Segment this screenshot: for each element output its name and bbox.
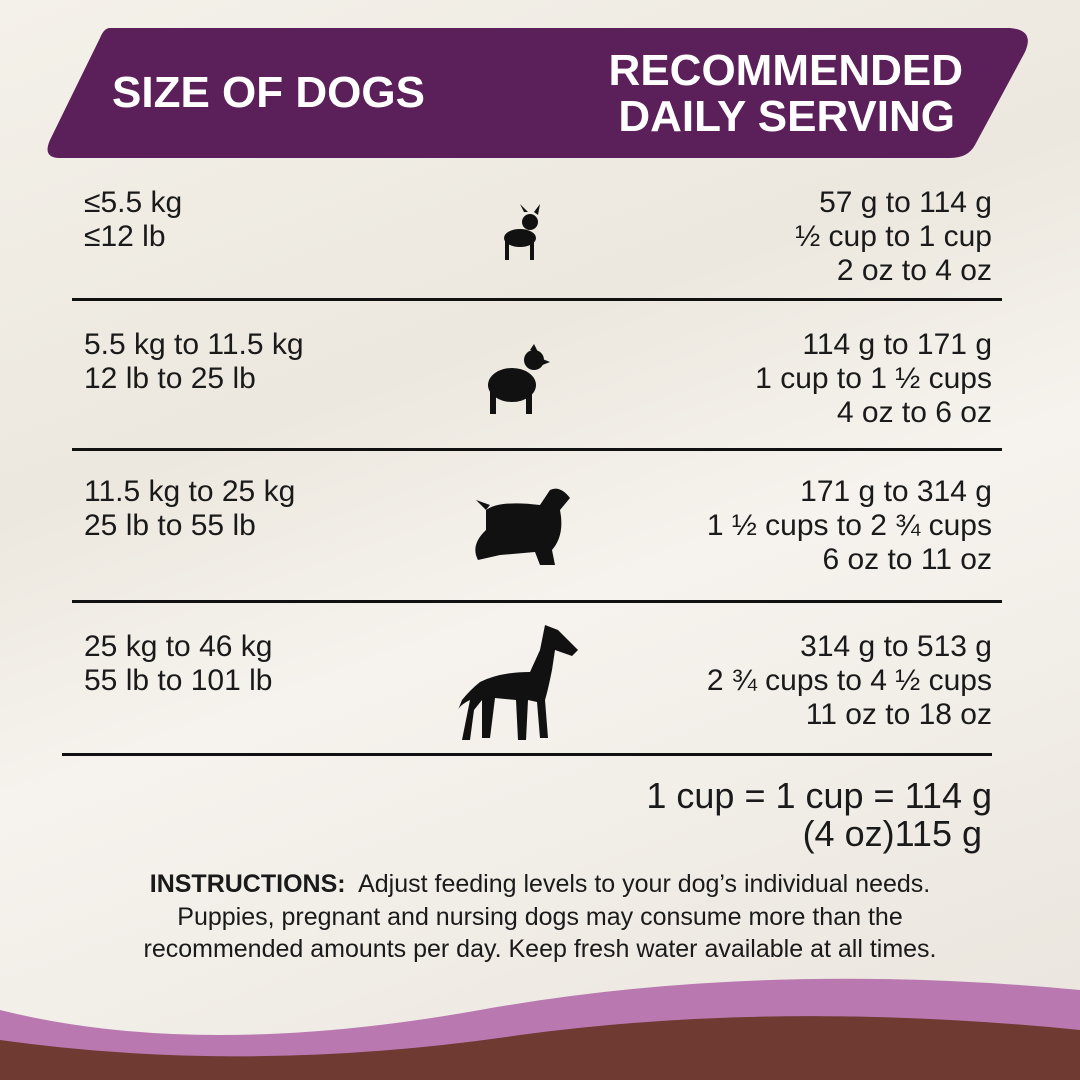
size: 25 kg to 46 kg 55 lb to 101 lb [84,630,272,698]
serving-line: 11 oz to 18 oz [805,698,992,731]
serving-line: 2 ¾ cups to 4 ½ cups [706,664,992,697]
instructions-line: INSTRUCTIONS: Adjust feeding levels to y… [0,868,1080,901]
size-line: ≤5.5 kg [84,186,183,219]
header-right-line: DAILY SERVING [618,92,955,141]
size-line: 11.5 kg to 25 kg [84,475,296,508]
size-line: 55 lb to 101 lb [84,664,273,697]
divider [72,448,1002,451]
dog-icon [475,488,570,565]
size-line: 5.5 kg to 11.5 kg [84,328,304,361]
serving-line: ½ cup to 1 cup [795,220,992,253]
size: ≤5.5 kg ≤12 lb [84,186,182,254]
header-left: SIZE OF DOGS [112,68,425,117]
conversion: 1 cup = 1 cup = 114 g [646,775,992,816]
size-line: ≤12 lb [84,220,166,253]
conversion: (4 oz)115 g [802,813,982,854]
size: 5.5 kg to 11.5 kg 12 lb to 25 lb [84,328,304,396]
serving-line: 1 ½ cups to 2 ¾ cups [706,509,992,542]
divider [62,753,992,756]
dog-icon [504,204,540,260]
serving-line: 57 g to 114 g [819,186,992,219]
dog-icon [458,625,578,740]
serving-line: 114 g to 171 g [802,328,992,361]
instructions-line: Puppies, pregnant and nursing dogs may c… [177,903,903,931]
size-line: 25 lb to 55 lb [84,509,256,542]
banner [47,28,1028,158]
instructions-line: recommended amounts per day. Keep fresh … [143,935,937,963]
instructions-text: Adjust feeding levels to your dog’s indi… [358,870,931,898]
header-right: RECOMMENDED DAILY SERVING [560,48,963,140]
divider [72,600,1002,603]
wave-dark [0,1016,1080,1080]
divider [72,298,1002,301]
serving-line: 4 oz to 6 oz [836,396,992,429]
header-right-line: RECOMMENDED [608,46,963,95]
size-line: 12 lb to 25 lb [84,362,256,395]
dog-icon [488,344,550,414]
instructions-label: INSTRUCTIONS: [149,870,346,898]
serving-line: 314 g to 513 g [800,630,992,663]
serving-line: 1 cup to 1 ½ cups [755,362,992,395]
serving-line: 171 g to 314 g [800,475,992,508]
serving-line: 6 oz to 11 oz [822,543,992,576]
size: 11.5 kg to 25 kg 25 lb to 55 lb [84,475,295,543]
serving-line: 2 oz to 4 oz [836,254,992,287]
size-line: 25 kg to 46 kg [84,630,273,663]
